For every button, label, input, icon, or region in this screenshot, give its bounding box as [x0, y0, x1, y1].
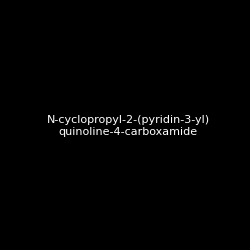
Text: N-cyclopropyl-2-(pyridin-3-yl)
quinoline-4-carboxamide: N-cyclopropyl-2-(pyridin-3-yl) quinoline… — [46, 116, 210, 137]
